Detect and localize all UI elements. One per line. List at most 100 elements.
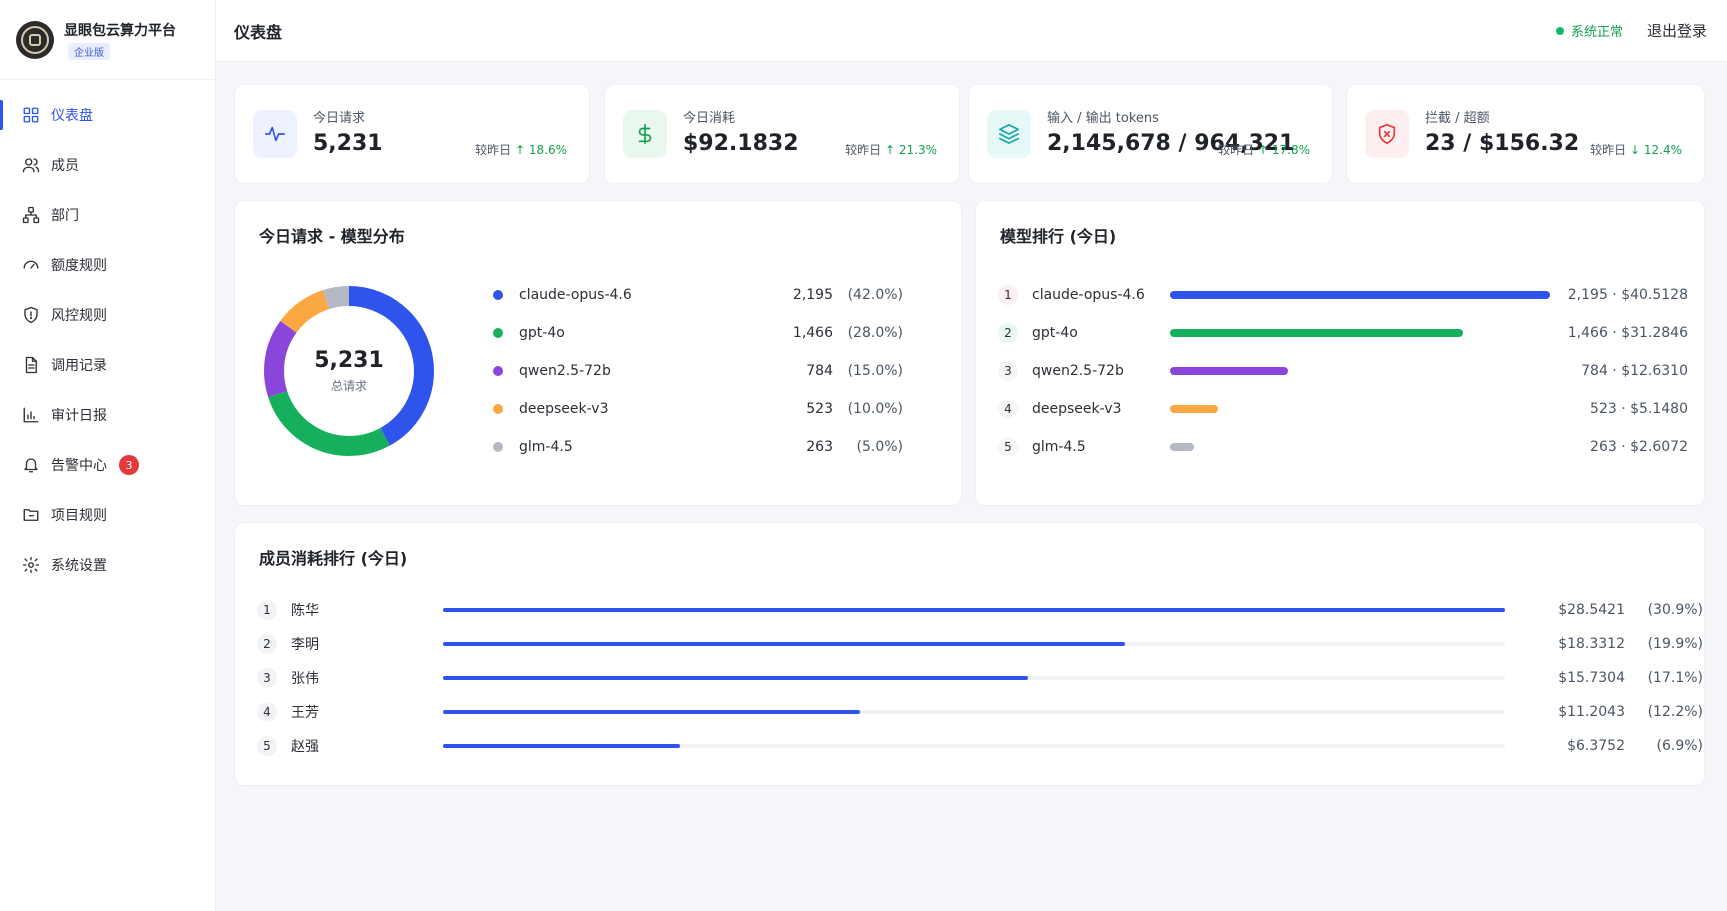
- model-rank-row[interactable]: 1 claude-opus-4.6 2,195 · $40.5128: [998, 276, 1688, 314]
- arrow-up-icon: ↑: [514, 143, 526, 157]
- stat-value: 2,145,678 / 964,321: [1047, 131, 1295, 156]
- member-bar-track: [443, 710, 1505, 714]
- member-percent: (30.9%): [1647, 602, 1703, 618]
- change-value: ↓ 12.4%: [1630, 143, 1682, 157]
- change-percent: 17.8%: [1271, 143, 1310, 157]
- sidebar-item-label: 仪表盘: [51, 108, 93, 124]
- stat-card-3: 输入 / 输出 tokens 2,145,678 / 964,321 较昨日 ↑ 1…: [968, 84, 1333, 184]
- stat-value: $92.1832: [683, 131, 799, 156]
- stat-label: 今日消耗: [683, 111, 736, 126]
- rank-value: 523 · $5.1480: [1590, 401, 1688, 417]
- logo: [16, 20, 54, 59]
- org-icon: [22, 206, 40, 224]
- legend-item[interactable]: deepseek-v3 523 (10.0%): [493, 390, 903, 428]
- sidebar-item-calls[interactable]: 调用记录: [0, 340, 215, 390]
- member-rank-row[interactable]: 2 李明 $18.3312 (19.9%): [257, 627, 1703, 661]
- donut-slice-glm-4.5[interactable]: [264, 286, 434, 456]
- member-bar: [443, 676, 1029, 680]
- member-bar-track: [443, 608, 1505, 612]
- member-bar: [443, 642, 1126, 646]
- member-ranking-title: 成员消耗排行 (今日): [259, 549, 408, 568]
- sidebar-item-alerts[interactable]: 告警中心 3: [0, 440, 215, 490]
- member-amount: $15.7304: [1558, 670, 1625, 686]
- grid-icon: [22, 106, 40, 124]
- sidebar-item-audit[interactable]: 审计日报: [0, 390, 215, 440]
- legend-item[interactable]: glm-4.5 263 (5.0%): [493, 428, 903, 466]
- donut-chart: 5,231 总请求: [259, 281, 439, 461]
- arrow-up-icon: ↑: [1257, 143, 1269, 157]
- model-rank-row[interactable]: 3 qwen2.5-72b 784 · $12.6310: [998, 352, 1688, 390]
- model-rank-row[interactable]: 4 deepseek-v3 523 · $5.1480: [998, 390, 1688, 428]
- member-name: 陈华: [291, 603, 319, 619]
- donut-slice-gpt-4o[interactable]: [264, 286, 434, 456]
- sidebar-item-label: 告警中心: [51, 458, 107, 474]
- member-amount: $6.3752: [1567, 738, 1625, 754]
- legend-item[interactable]: gpt-4o 1,466 (28.0%): [493, 314, 903, 352]
- rank-bar-track: [1170, 291, 1550, 299]
- logout-button[interactable]: 退出登录: [1646, 22, 1707, 40]
- stat-value: 5,231: [313, 131, 383, 156]
- sidebar-item-projects[interactable]: 项目规则: [0, 490, 215, 540]
- member-amount: $28.5421: [1558, 602, 1625, 618]
- model-ranking-list: 1 claude-opus-4.6 2,195 · $40.5128 2 gpt-4o 1…: [998, 276, 1688, 466]
- sidebar-item-risk[interactable]: 风控规则: [0, 290, 215, 340]
- member-bar: [443, 744, 681, 748]
- legend-model-name: glm-4.5: [519, 439, 573, 455]
- system-status: 系统正常: [1555, 21, 1623, 40]
- legend-dot-icon: [493, 404, 503, 414]
- legend-percent: (15.0%): [847, 363, 903, 379]
- rank-number: 5: [257, 736, 277, 756]
- arrow-down-icon: ↓: [1629, 143, 1641, 157]
- sidebar-item-label: 部门: [51, 208, 79, 224]
- legend-model-name: claude-opus-4.6: [519, 287, 632, 303]
- compare-label: 较昨日: [1590, 143, 1627, 157]
- rank-number: 3: [998, 361, 1018, 381]
- sidebar-item-label: 项目规则: [51, 508, 107, 524]
- rank-value: 784 · $12.6310: [1581, 363, 1688, 379]
- page-title: 仪表盘: [234, 22, 283, 42]
- legend-count: 2,195: [792, 287, 833, 303]
- stat-compare: 较昨日 ↑ 17.8%: [1218, 141, 1310, 158]
- sidebar-item-label: 系统设置: [51, 558, 107, 574]
- change-value: ↑ 18.6%: [515, 143, 567, 157]
- legend-dot-icon: [493, 366, 503, 376]
- brand[interactable]: 显眼包云算力平台 企业版: [0, 0, 215, 80]
- member-percent: (6.9%): [1656, 738, 1704, 754]
- legend-dot-icon: [493, 328, 503, 338]
- member-percent: (12.2%): [1647, 704, 1703, 720]
- donut-slice-qwen2.5-72b[interactable]: [264, 286, 434, 456]
- sidebar-item-settings[interactable]: 系统设置: [0, 540, 215, 590]
- rank-bar: [1170, 329, 1464, 337]
- stat-value: 23 / $156.32: [1425, 131, 1580, 156]
- sidebar-item-members[interactable]: 成员: [0, 140, 215, 190]
- model-distribution-panel: 今日请求 - 模型分布 5,231 总请求 claude-opus-4.6 2,1…: [234, 200, 962, 506]
- compare-label: 较昨日: [845, 143, 882, 157]
- member-ranking-list: 1 陈华 $28.5421 (30.9%) 2 李明 $18.3312 (19.9%) 3 张伟 $…: [257, 593, 1703, 763]
- rank-number: 5: [998, 437, 1018, 457]
- model-rank-row[interactable]: 2 gpt-4o 1,466 · $31.2846: [998, 314, 1688, 352]
- legend-item[interactable]: claude-opus-4.6 2,195 (42.0%): [493, 276, 903, 314]
- sidebar: 显眼包云算力平台 企业版 仪表盘 成员 部门 额度规则 风控规则 调用记录 审计日报 告警中心…: [0, 0, 216, 911]
- stat-card-2: 今日消耗 $92.1832 较昨日 ↑ 21.3%: [604, 84, 960, 184]
- rank-bar: [1170, 367, 1289, 375]
- legend-item[interactable]: qwen2.5-72b 784 (15.0%): [493, 352, 903, 390]
- donut-total: 5,231: [314, 348, 384, 373]
- rank-number: 2: [998, 323, 1018, 343]
- sidebar-item-departments[interactable]: 部门: [0, 190, 215, 240]
- model-rank-row[interactable]: 5 glm-4.5 263 · $2.6072: [998, 428, 1688, 466]
- member-rank-row[interactable]: 3 张伟 $15.7304 (17.1%): [257, 661, 1703, 695]
- model-distribution-title: 今日请求 - 模型分布: [259, 227, 405, 246]
- member-percent: (19.9%): [1647, 636, 1703, 652]
- rank-number: 4: [998, 399, 1018, 419]
- legend-dot-icon: [493, 290, 503, 300]
- stat-compare: 较昨日 ↑ 18.6%: [475, 141, 567, 158]
- member-rank-row[interactable]: 5 赵强 $6.3752 (6.9%): [257, 729, 1703, 763]
- member-rank-row[interactable]: 4 王芳 $11.2043 (12.2%): [257, 695, 1703, 729]
- stat-label: 拦截 / 超额: [1425, 111, 1490, 126]
- rank-bar-track: [1170, 443, 1550, 451]
- legend-count: 1,466: [792, 325, 833, 341]
- sidebar-item-quota[interactable]: 额度规则: [0, 240, 215, 290]
- member-rank-row[interactable]: 1 陈华 $28.5421 (30.9%): [257, 593, 1703, 627]
- sidebar-item-dashboard[interactable]: 仪表盘: [0, 90, 215, 140]
- system-status-text: 系统正常: [1570, 25, 1623, 40]
